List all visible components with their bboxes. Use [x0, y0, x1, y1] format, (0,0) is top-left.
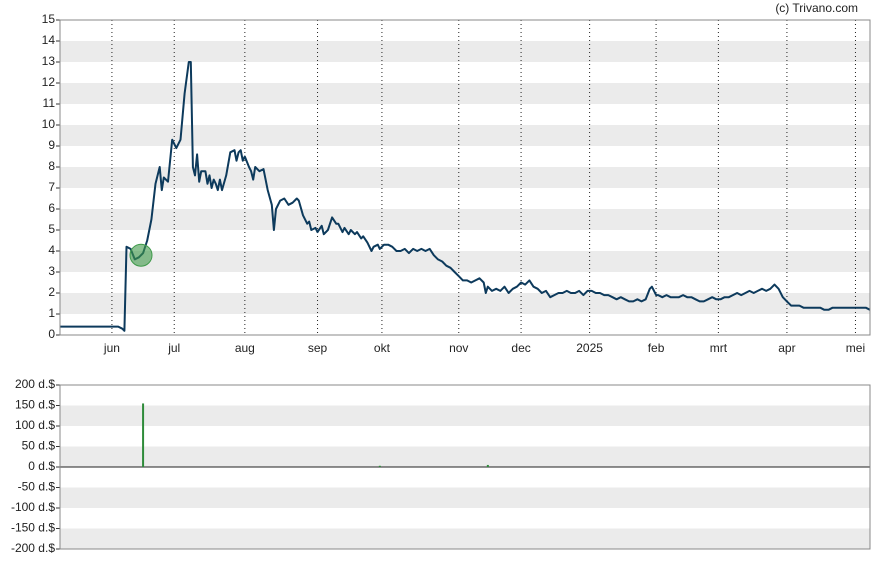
- plot-frame: [59, 384, 871, 550]
- bar: [378, 465, 381, 467]
- grid-band: [60, 41, 870, 62]
- x-tick-label: feb: [648, 341, 665, 355]
- y-tick-label: 100 d.$: [15, 418, 55, 432]
- plot-frame: [59, 19, 871, 336]
- y-tick-label: 1: [48, 306, 55, 320]
- grid-band: [60, 251, 870, 272]
- x-tick-label: dec: [511, 341, 530, 355]
- x-tick-label: nov: [449, 341, 468, 355]
- grid-band: [60, 293, 870, 314]
- x-tick-label: mrt: [710, 341, 728, 355]
- x-tick-label: aug: [235, 341, 255, 355]
- y-tick-label: -150 d.$: [11, 521, 55, 535]
- y-tick-label: 150 d.$: [15, 398, 55, 412]
- grid-band: [60, 446, 870, 467]
- source: (c) Trivano.com: [775, 1, 858, 15]
- y-tick-label: 50 d.$: [22, 439, 56, 453]
- y-tick-label: 2: [48, 285, 55, 299]
- y-tick-label: 15: [42, 12, 56, 26]
- y-tick-label: 3: [48, 264, 55, 278]
- y-tick-label: 7: [48, 180, 55, 194]
- y-tick-label: -200 d.$: [11, 541, 55, 555]
- x-tick-label: okt: [374, 341, 391, 355]
- y-tick-label: 0 d.$: [28, 459, 55, 473]
- x-tick-label: mei: [846, 341, 865, 355]
- x-tick-label: apr: [778, 341, 795, 355]
- y-tick-label: 9: [48, 138, 55, 152]
- grid-band: [60, 125, 870, 146]
- grid-band: [60, 167, 870, 188]
- y-tick-label: 10: [42, 117, 56, 131]
- y-tick-label: 13: [42, 54, 56, 68]
- y-tick-label: 4: [48, 243, 55, 257]
- y-tick-label: 5: [48, 222, 55, 236]
- grid-band: [60, 528, 870, 549]
- x-tick-label: jun: [103, 341, 120, 355]
- y-tick-label: 6: [48, 201, 55, 215]
- x-tick-label: sep: [308, 341, 328, 355]
- y-tick-label: -50 d.$: [18, 480, 56, 494]
- y-tick-label: 14: [42, 33, 56, 47]
- highlight: [129, 243, 153, 267]
- x-tick-label: 2025: [576, 341, 603, 355]
- y-tick-label: 200 d.$: [15, 377, 55, 391]
- x-tick-label: jul: [167, 341, 180, 355]
- grid-band: [60, 83, 870, 104]
- y-tick-label: 12: [42, 75, 56, 89]
- grid-band: [60, 209, 870, 230]
- bar: [486, 464, 489, 467]
- y-tick-label: 8: [48, 159, 55, 173]
- y-tick-label: 11: [43, 96, 56, 110]
- bar: [142, 403, 145, 467]
- grid-band: [60, 487, 870, 508]
- grid-band: [60, 405, 870, 426]
- y-tick-label: -100 d.$: [11, 500, 55, 514]
- price-line: [60, 61, 871, 332]
- y-tick-label: 0: [48, 327, 55, 341]
